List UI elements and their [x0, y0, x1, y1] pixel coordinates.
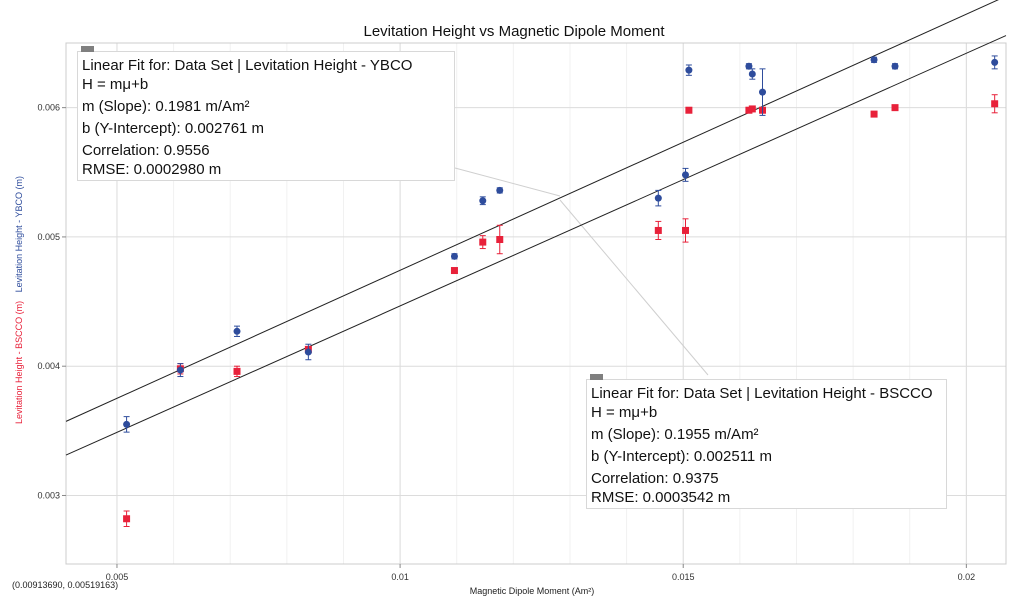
fit-ybco-title: Linear Fit for: Data Set | Levitation He…	[82, 57, 413, 74]
fit-bscco-correlation: Correlation: 0.9375	[591, 470, 719, 487]
x-tick-label: 0.02	[958, 572, 976, 582]
fit-ybco-equation: H = mμ+b	[82, 76, 149, 93]
fit-ybco-correlation: Correlation: 0.9556	[82, 142, 210, 159]
fit-bscco-title: Linear Fit for: Data Set | Levitation He…	[591, 385, 933, 402]
data-point-bscco	[123, 515, 131, 523]
data-point-ybco	[870, 56, 878, 64]
data-point-ybco	[479, 197, 487, 205]
y-axis-title-bscco: Levitation Height - BSCCO (m)	[14, 301, 24, 424]
data-point-ybco	[654, 194, 662, 202]
data-point-ybco	[681, 171, 689, 179]
annotation-connectors	[454, 167, 709, 376]
data-point-ybco	[685, 66, 693, 74]
x-tick-label: 0.015	[672, 572, 695, 582]
fit-bscco-equation: H = mμ+b	[591, 404, 658, 421]
data-points	[123, 55, 999, 528]
data-point-ybco	[891, 62, 899, 70]
chart-title: Levitation Height vs Magnetic Dipole Mom…	[364, 23, 666, 40]
data-point-ybco	[233, 327, 241, 335]
data-point-bscco	[479, 238, 487, 246]
data-point-ybco	[991, 58, 999, 66]
connector-ybco	[454, 167, 561, 197]
y-tick-label: 0.006	[37, 103, 60, 113]
data-point-ybco	[450, 252, 458, 260]
fit-bscco-intercept: b (Y-Intercept): 0.002511 m	[591, 448, 772, 465]
data-point-ybco	[748, 70, 756, 78]
x-axis-title: Magnetic Dipole Moment (Am²)	[470, 586, 595, 596]
data-point-bscco	[685, 106, 693, 114]
data-point-bscco	[450, 267, 458, 275]
connector-bscco	[559, 199, 709, 376]
data-point-bscco	[233, 367, 241, 375]
y-axis-title-ybco: Levitation Height - YBCO (m)	[14, 176, 24, 292]
fit-bscco-slope: m (Slope): 0.1955 m/Am²	[591, 426, 759, 443]
drag-handle-icon[interactable]	[81, 46, 94, 52]
data-point-bscco	[654, 226, 662, 234]
y-axis-ticks: 0.003 0.004 0.005 0.006	[37, 103, 66, 500]
fit-ybco-rmse: RMSE: 0.0002980 m	[82, 161, 222, 178]
fit-ybco-intercept: b (Y-Intercept): 0.002761 m	[82, 120, 265, 137]
fit-bscco-rmse: RMSE: 0.0003542 m	[591, 489, 731, 506]
data-point-ybco	[176, 366, 184, 374]
drag-handle-icon[interactable]	[590, 374, 603, 380]
y-axis-title: Levitation Height - BSCCO (m) Levitation…	[14, 176, 24, 424]
data-point-ybco	[759, 88, 767, 96]
data-point-bscco	[496, 236, 504, 244]
data-point-bscco	[681, 226, 689, 234]
data-point-bscco	[991, 100, 999, 108]
cursor-coordinate-readout: (0.00913690, 0.00519163)	[12, 580, 119, 590]
y-tick-label: 0.005	[37, 232, 60, 242]
data-point-ybco	[123, 420, 131, 428]
x-tick-label: 0.01	[391, 572, 409, 582]
data-point-ybco	[304, 348, 312, 356]
x-tick-label: 0.005	[106, 572, 129, 582]
fit-box-bscco[interactable]: Linear Fit for: Data Set | Levitation He…	[586, 374, 947, 509]
fit-line-bscco	[65, 35, 1007, 456]
data-point-bscco	[870, 110, 878, 118]
data-point-bscco	[748, 105, 756, 113]
data-point-bscco	[891, 104, 899, 112]
fit-ybco-slope: m (Slope): 0.1981 m/Am²	[82, 98, 250, 115]
fit-lines	[65, 0, 1007, 456]
x-axis-ticks: 0.005 0.01 0.015 0.02	[106, 564, 975, 582]
plot-frame	[65, 42, 1007, 565]
data-point-ybco	[745, 62, 753, 70]
data-point-ybco	[496, 186, 504, 194]
y-tick-label: 0.004	[37, 361, 60, 371]
fit-line-ybco	[65, 0, 999, 422]
y-tick-label: 0.003	[37, 490, 60, 500]
fit-box-ybco[interactable]: Linear Fit for: Data Set | Levitation He…	[77, 46, 455, 181]
